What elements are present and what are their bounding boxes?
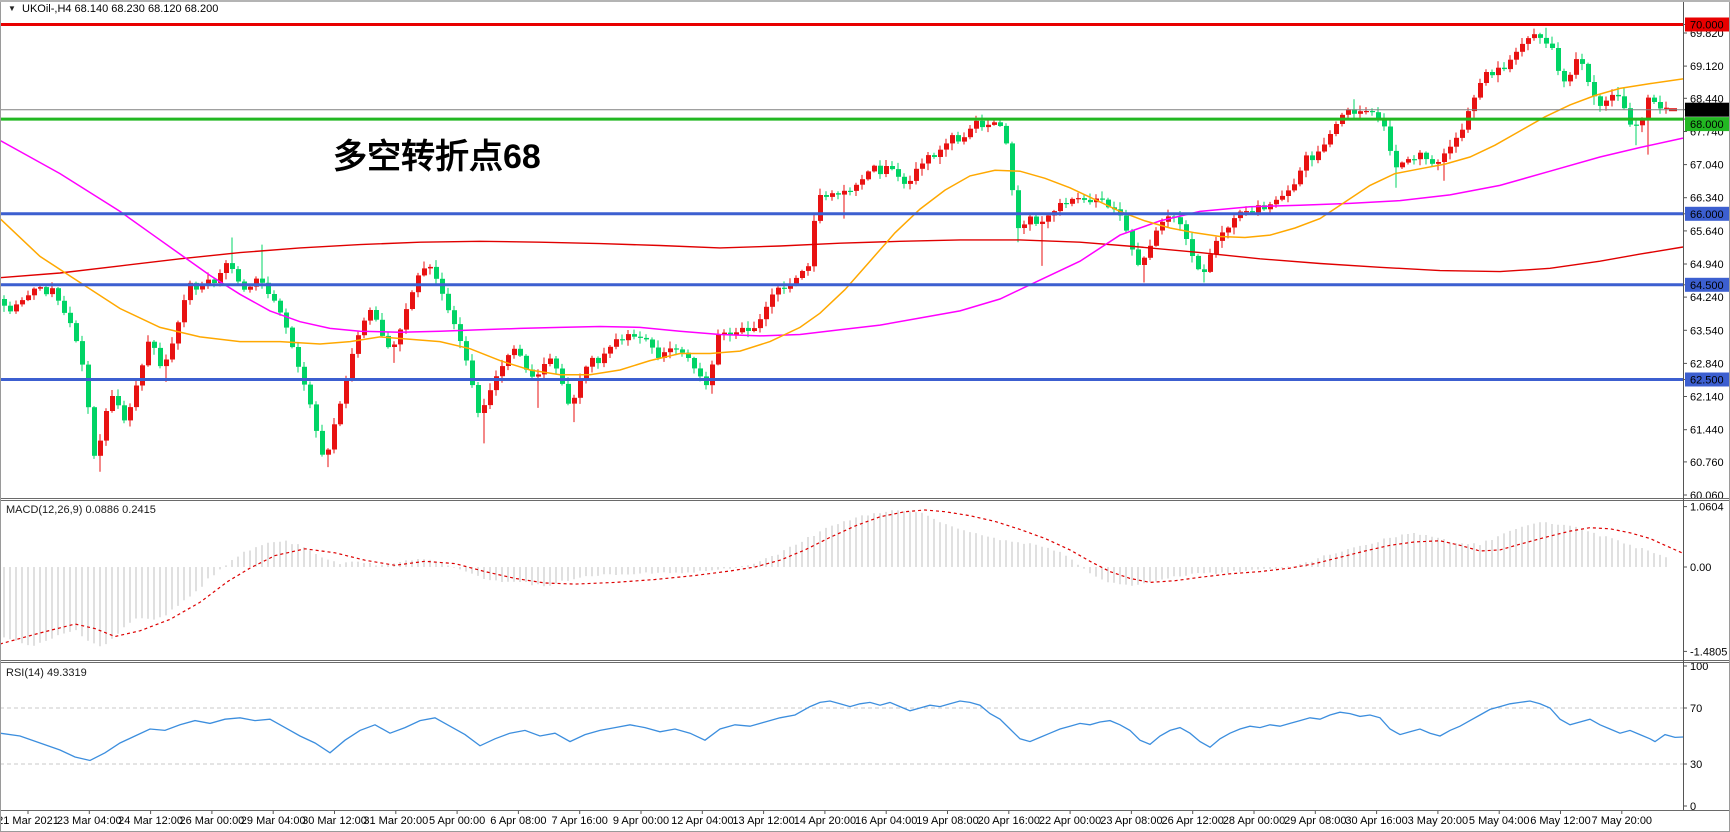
svg-text:5 May 04:00: 5 May 04:00 <box>1469 815 1530 827</box>
svg-text:70: 70 <box>1690 703 1702 715</box>
svg-text:66.340: 66.340 <box>1690 193 1724 205</box>
svg-text:31 Mar 20:00: 31 Mar 20:00 <box>363 815 428 827</box>
svg-text:62.140: 62.140 <box>1690 392 1724 404</box>
price-axis[interactable]: 69.82069.12068.44067.74067.04066.34065.6… <box>1683 0 1730 832</box>
macd-label: MACD(12,26,9) 0.0886 0.2415 <box>6 504 156 516</box>
svg-text:60.760: 60.760 <box>1690 457 1724 469</box>
window-title: UKOil-,H4 68.140 68.230 68.120 68.200 <box>22 3 218 15</box>
svg-text:69.120: 69.120 <box>1690 61 1724 73</box>
svg-text:22 Apr 00:00: 22 Apr 00:00 <box>1039 815 1101 827</box>
svg-text:12 Apr 04:00: 12 Apr 04:00 <box>671 815 733 827</box>
svg-text:30: 30 <box>1690 759 1702 771</box>
svg-text:-1.4805: -1.4805 <box>1690 646 1727 658</box>
svg-text:3 May 20:00: 3 May 20:00 <box>1408 815 1469 827</box>
rsi-label: RSI(14) 49.3319 <box>6 667 87 679</box>
svg-text:68.200: 68.200 <box>1690 105 1724 117</box>
svg-text:1.0604: 1.0604 <box>1690 502 1724 514</box>
svg-text:66.000: 66.000 <box>1690 209 1724 221</box>
svg-text:13 Apr 12:00: 13 Apr 12:00 <box>732 815 794 827</box>
svg-text:14 Apr 20:00: 14 Apr 20:00 <box>794 815 856 827</box>
svg-text:7 May 20:00: 7 May 20:00 <box>1592 815 1653 827</box>
candlesticks <box>2 27 1677 472</box>
svg-text:67.040: 67.040 <box>1690 160 1724 172</box>
svg-text:63.540: 63.540 <box>1690 325 1724 337</box>
svg-text:29 Mar 04:00: 29 Mar 04:00 <box>241 815 306 827</box>
svg-text:23 Mar 04:00: 23 Mar 04:00 <box>57 815 122 827</box>
svg-text:9 Apr 00:00: 9 Apr 00:00 <box>613 815 669 827</box>
svg-text:24 Mar 12:00: 24 Mar 12:00 <box>118 815 183 827</box>
svg-text:19 Apr 08:00: 19 Apr 08:00 <box>916 815 978 827</box>
svg-text:6 May 12:00: 6 May 12:00 <box>1530 815 1591 827</box>
svg-text:64.500: 64.500 <box>1690 280 1724 292</box>
horizontal-levels <box>0 23 1683 381</box>
svg-text:29 Apr 08:00: 29 Apr 08:00 <box>1284 815 1346 827</box>
annotation-text[interactable]: 多空转折点68 <box>333 138 541 176</box>
svg-text:100: 100 <box>1690 661 1708 673</box>
svg-text:5 Apr 00:00: 5 Apr 00:00 <box>429 815 485 827</box>
svg-text:30 Apr 16:00: 30 Apr 16:00 <box>1345 815 1407 827</box>
collapse-triangle-icon[interactable]: ▼ <box>8 4 16 13</box>
svg-text:0.00: 0.00 <box>1690 562 1711 574</box>
rsi-pane <box>0 700 1684 765</box>
svg-text:28 Apr 00:00: 28 Apr 00:00 <box>1223 815 1285 827</box>
svg-text:65.640: 65.640 <box>1690 226 1724 238</box>
macd-pane <box>0 509 1684 647</box>
svg-text:0: 0 <box>1690 801 1696 813</box>
svg-text:68.440: 68.440 <box>1690 93 1724 105</box>
svg-text:62.840: 62.840 <box>1690 358 1724 370</box>
moving-averages <box>0 78 1684 376</box>
svg-text:23 Apr 08:00: 23 Apr 08:00 <box>1100 815 1162 827</box>
svg-text:61.440: 61.440 <box>1690 425 1724 437</box>
svg-text:26 Mar 00:00: 26 Mar 00:00 <box>179 815 244 827</box>
svg-text:16 Apr 04:00: 16 Apr 04:00 <box>855 815 917 827</box>
svg-text:70.000: 70.000 <box>1690 20 1724 32</box>
svg-text:7 Apr 16:00: 7 Apr 16:00 <box>552 815 608 827</box>
svg-text:64.240: 64.240 <box>1690 292 1724 304</box>
svg-text:30 Mar 12:00: 30 Mar 12:00 <box>302 815 367 827</box>
svg-text:64.940: 64.940 <box>1690 259 1724 271</box>
svg-text:62.500: 62.500 <box>1690 375 1724 387</box>
svg-text:68.000: 68.000 <box>1690 119 1724 131</box>
svg-text:26 Apr 12:00: 26 Apr 12:00 <box>1162 815 1224 827</box>
svg-text:21 Mar 2021: 21 Mar 2021 <box>0 815 59 827</box>
svg-text:6 Apr 08:00: 6 Apr 08:00 <box>490 815 546 827</box>
svg-text:20 Apr 16:00: 20 Apr 16:00 <box>978 815 1040 827</box>
